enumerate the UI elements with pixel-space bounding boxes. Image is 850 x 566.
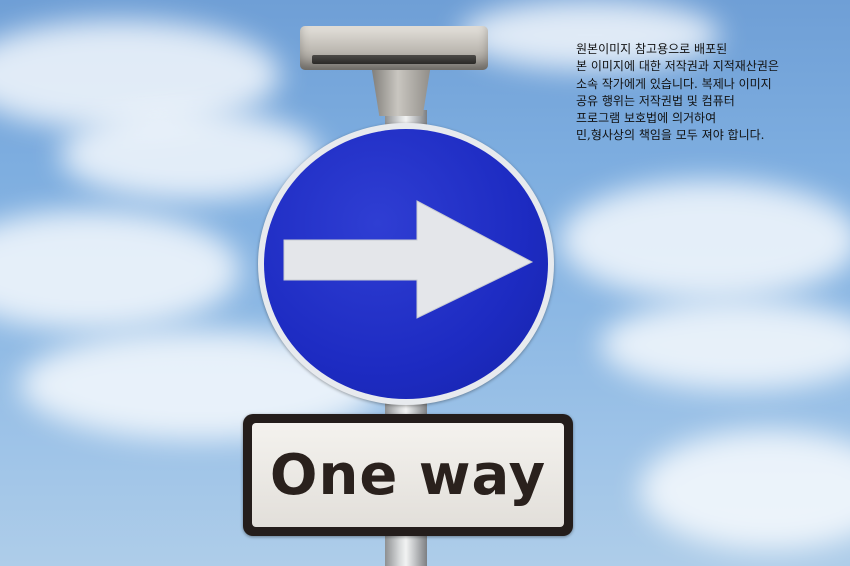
cloud <box>60 110 320 200</box>
cloud <box>560 180 850 300</box>
notice-line: 공유 행위는 저작권법 및 컴퓨터 <box>576 93 735 108</box>
notice-line: 원본이미지 참고용으로 배포된 <box>576 42 728 56</box>
cloud <box>600 300 850 390</box>
solar-lamp <box>300 26 488 70</box>
one-way-plate-face: One way <box>252 423 564 527</box>
one-way-label: One way <box>269 442 547 508</box>
notice-line: 소속 작가에게 있습니다. 복제나 이미지 <box>576 76 772 91</box>
notice-line: 프로그램 보호법에 의거하여 <box>576 111 717 126</box>
direction-sign <box>258 123 554 405</box>
notice-line: 민,형사상의 책임을 모두 져야 합니다. <box>576 128 765 143</box>
right-arrow-icon <box>283 200 534 319</box>
cloud <box>460 0 720 70</box>
cloud <box>0 210 240 330</box>
copyright-notice: 원본이미지 참고용으로 배포된 본 이미지에 대한 저작권과 지적재산권은 소속… <box>576 41 844 145</box>
lamp-slot <box>312 55 476 64</box>
notice-line: 본 이미지에 대한 저작권과 지적재산권은 <box>576 59 779 74</box>
one-way-plate: One way <box>243 414 573 536</box>
cloud <box>640 430 850 550</box>
